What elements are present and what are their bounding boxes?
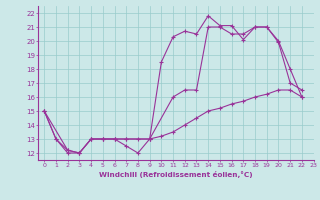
X-axis label: Windchill (Refroidissement éolien,°C): Windchill (Refroidissement éolien,°C) (99, 171, 253, 178)
